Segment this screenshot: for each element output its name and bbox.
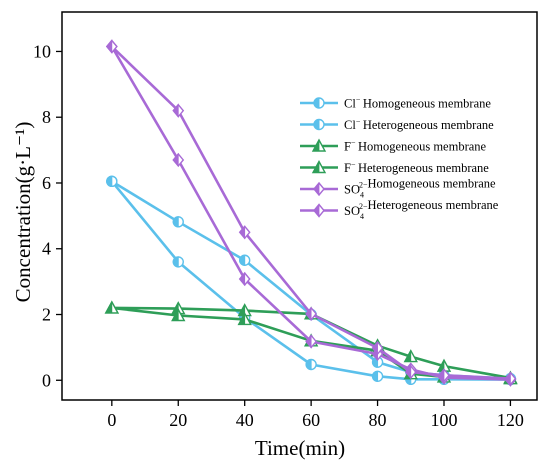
data-point [305,306,318,321]
data-point [371,356,384,368]
legend-marker [313,181,325,197]
data-point [238,271,251,287]
data-point [106,175,118,188]
data-point [305,358,317,371]
x-tick-label: 20 [169,410,187,430]
y-tick-label: 4 [42,239,51,259]
y-tick-label: 6 [42,173,51,193]
x-tick-label: 40 [236,410,254,430]
axes: 0 20 40 60 80 100 120 0 2 4 6 8 10 [33,11,538,430]
data-point [371,340,384,356]
series-lines [104,39,518,387]
series-line [110,45,511,381]
y-tick-label: 10 [33,41,51,61]
data-point [438,368,450,383]
x-tick-label: 80 [369,410,387,430]
legend-marker [311,138,327,152]
data-point [238,225,251,240]
data-point [404,364,417,380]
legend-entry-label: SO42−Heterogeneous membrane [344,198,499,221]
data-point [104,300,120,314]
legend-entry-label: Cl− Homogeneous membrane [344,96,491,111]
legend-entry-label: F− Homogeneous membrane [344,139,487,154]
data-point [403,349,418,363]
legend-entry-label: SO42−Homogeneous membrane [344,177,496,200]
legend-entry-label: F− Heterogeneous membrane [344,160,489,175]
y-tick-label: 2 [42,305,51,325]
series-line [110,45,511,380]
legend-marker [313,97,325,109]
data-point [171,308,186,322]
x-tick-label: 100 [430,410,457,430]
data-point [172,103,185,118]
y-axis-label: Concentration(g·L⁻¹) [11,122,35,303]
x-tick-label: 120 [497,410,524,430]
y-tick-label: 8 [42,107,51,127]
x-axis-label: Time(min) [255,436,345,460]
data-point [172,256,184,268]
legend-marker [311,160,327,174]
data-point [172,152,185,168]
data-point [305,334,318,349]
y-tick-label: 0 [42,370,51,390]
data-point [238,254,251,266]
legend-marker [313,203,325,218]
data-point [371,370,384,383]
data-point [172,216,184,228]
plot-frame [61,11,538,401]
legend: Cl− Homogeneous membrane Cl− Heterogeneou… [300,96,499,221]
data-point [105,39,118,54]
data-point [237,311,252,326]
legend-entry-label: Cl− Heterogeneous membrane [344,117,494,132]
x-tick-label: 60 [302,410,320,430]
legend-marker [313,118,325,131]
x-tick-label: 0 [107,410,116,430]
data-point [504,371,517,386]
